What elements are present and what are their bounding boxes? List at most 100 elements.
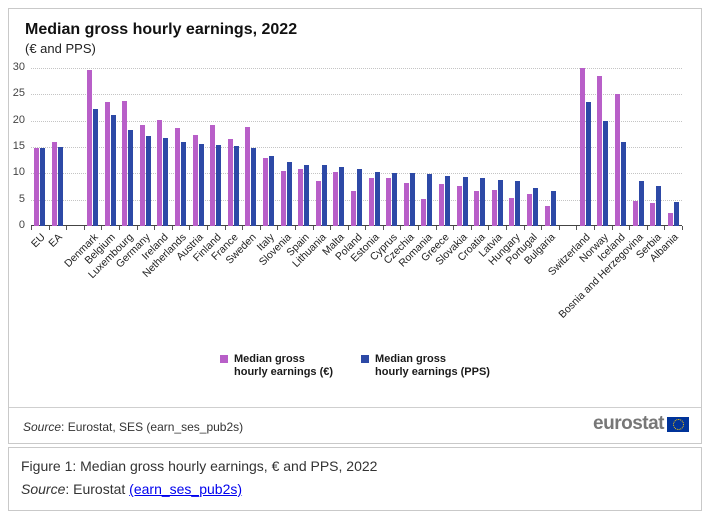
eu-flag-stars-icon [672,418,684,430]
x-axis-tick [294,226,296,230]
bar-pps [216,145,222,226]
figure-caption: Figure 1: Median gross hourly earnings, … [21,458,378,474]
bar-pps [585,101,591,226]
x-axis-tick [435,226,437,230]
bar-pps [128,130,134,226]
bar-eur [386,178,392,226]
caption-source-text: : Eurostat [65,481,130,497]
caption-card: Figure 1: Median gross hourly earnings, … [8,447,702,511]
x-axis-tick [31,226,32,230]
gridline [31,94,682,96]
bar-pps [656,185,662,226]
bar-eur [491,190,497,226]
bar-pps [444,175,450,226]
bar-pps [198,144,204,226]
x-axis-tick [189,226,191,230]
bar-eur [667,213,673,226]
x-axis-tick [682,226,683,230]
bar-pps [603,120,609,226]
x-axis-tick [453,226,455,230]
legend-label: Median gross hourly earnings (€) [234,353,334,378]
bar-pps [638,181,644,226]
bar-eur [298,169,304,226]
legend-item: Median gross hourly earnings (€) [220,353,333,379]
dataset-link[interactable]: (earn_ses_pub2s) [129,481,243,497]
bar-pps [339,167,345,226]
bar-eur [34,147,40,226]
bar-pps [427,173,433,226]
x-axis-tick [664,226,666,230]
x-axis-tick [259,226,261,230]
bar-eur [263,158,269,226]
x-axis-tick [418,226,420,230]
y-tick-label: 30 [12,61,25,73]
bar-pps [269,155,275,226]
bar-eur [210,124,216,226]
eu-flag-icon [667,416,689,432]
bar-pps [233,145,239,226]
x-axis-tick [506,226,508,230]
bar-eur [474,190,480,226]
y-tick-label: 20 [12,113,25,126]
y-axis-labels: 0 5 10 15 20 25 30 [3,62,25,231]
bar-pps [374,171,380,226]
y-tick-label: 25 [12,87,25,100]
x-axis-tick [347,226,349,230]
bar-pps [409,173,415,226]
x-axis-tick [576,226,578,230]
bar-eur [597,76,603,226]
bar-eur [315,180,321,226]
bar-eur [632,201,638,226]
gridline [31,120,682,122]
chart-title: Median gross hourly earnings, 2022 [25,21,298,38]
x-axis-tick [101,226,103,230]
gridline [31,68,682,69]
bar-pps [110,114,116,226]
chart-card: Median gross hourly earnings, 2022 (€ an… [8,8,702,444]
bar-eur [122,100,128,226]
bar-eur [368,177,374,226]
source-rest: : Eurostat, SES (earn_ses_pub2s) [61,420,244,434]
x-axis-tick [541,226,543,230]
bar-pps [515,180,521,226]
bar-eur [526,193,532,226]
bar-pps [620,142,626,226]
bar-eur [403,183,409,226]
eurostat-logo: eurostat [593,413,689,435]
x-axis-line [31,225,682,226]
bar-eur [87,69,93,226]
bar-eur [456,185,462,226]
bar-eur [351,190,356,226]
plot-area: 0 5 10 15 20 25 30 EU EA Denmark Belgium Luxembour… [13,62,683,321]
bar-pps [93,108,99,226]
x-axis-tick [523,226,525,230]
x-axis-tick [312,226,314,230]
x-axis-tick [558,226,560,230]
bar-pps [480,178,486,226]
x-axis-tick [488,226,490,230]
x-axis-tick [277,226,279,230]
y-tick-label: 15 [12,140,25,152]
x-axis-tick [611,226,613,230]
x-axis-tick [136,226,138,230]
gridline [31,147,682,148]
gridline [31,173,682,175]
x-axis-tick [382,226,384,230]
source-note: Source: Eurostat, SES (earn_ses_pub2s) [23,420,243,434]
bar-pps [392,172,398,226]
bar-eur [650,203,656,226]
bar-eur [333,171,339,226]
bar-pps [550,191,556,226]
bar-pps [163,137,169,226]
legend-label: Median gross hourly earnings (PPS) [375,353,490,378]
x-axis-tick [118,226,120,230]
legend-swatch-icon [361,355,370,363]
y-tick-label: 10 [12,166,25,179]
gridline [31,199,682,201]
bar-pps [286,162,292,226]
source-label: Source [23,420,62,434]
bar-eur [509,197,515,226]
bar-pps [673,202,679,226]
chart-subtitle: (€ and PPS) [25,41,96,56]
bar-eur [227,139,233,226]
